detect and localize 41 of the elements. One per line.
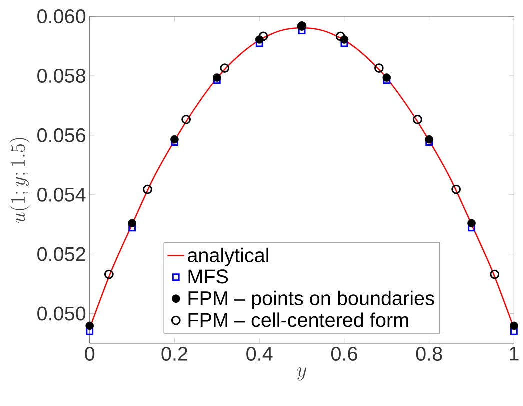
legend-label: FPM – cell-centered form [188, 312, 408, 328]
y-axis-title: $u(1;y;1.5)$ [10, 138, 30, 223]
y-tick-label: 0.056 [38, 128, 86, 142]
x-tick-label: 1 [510, 346, 519, 361]
x-tick-label: 0.4 [246, 346, 273, 361]
point [258, 32, 268, 42]
point [490, 270, 500, 280]
point [340, 40, 348, 48]
point [374, 63, 384, 73]
point [104, 270, 114, 280]
legend-label: analytical [188, 248, 268, 266]
point [510, 328, 518, 336]
legend-label: FPM – points on boundaries [188, 290, 434, 310]
x-tick-label: 0.8 [416, 346, 442, 361]
point [143, 184, 152, 194]
y-tick-label: 0.050 [38, 306, 86, 321]
point [336, 32, 346, 42]
x-tick-label: 0.6 [331, 346, 358, 361]
point [170, 135, 179, 144]
point [425, 135, 434, 144]
point [468, 219, 476, 228]
y-tick-label: 0.058 [38, 68, 86, 83]
y-tick-label: 0.054 [38, 188, 86, 202]
point [413, 114, 422, 124]
point [468, 224, 476, 232]
point [382, 74, 392, 82]
point [452, 184, 462, 194]
x-tick-label: 0.2 [162, 346, 188, 361]
x-axis-title: $y$ [297, 367, 307, 381]
y-tick-label: 0.060 [38, 9, 86, 24]
point [128, 219, 136, 228]
point [128, 224, 136, 232]
point [86, 328, 94, 336]
point [256, 40, 264, 48]
point [213, 74, 222, 82]
legend-label: MFS [188, 270, 228, 284]
point [86, 322, 94, 330]
point [220, 63, 230, 73]
x-tick-label: 0 [85, 346, 95, 361]
y-tick-label: 0.052 [38, 247, 86, 262]
point [182, 114, 192, 124]
